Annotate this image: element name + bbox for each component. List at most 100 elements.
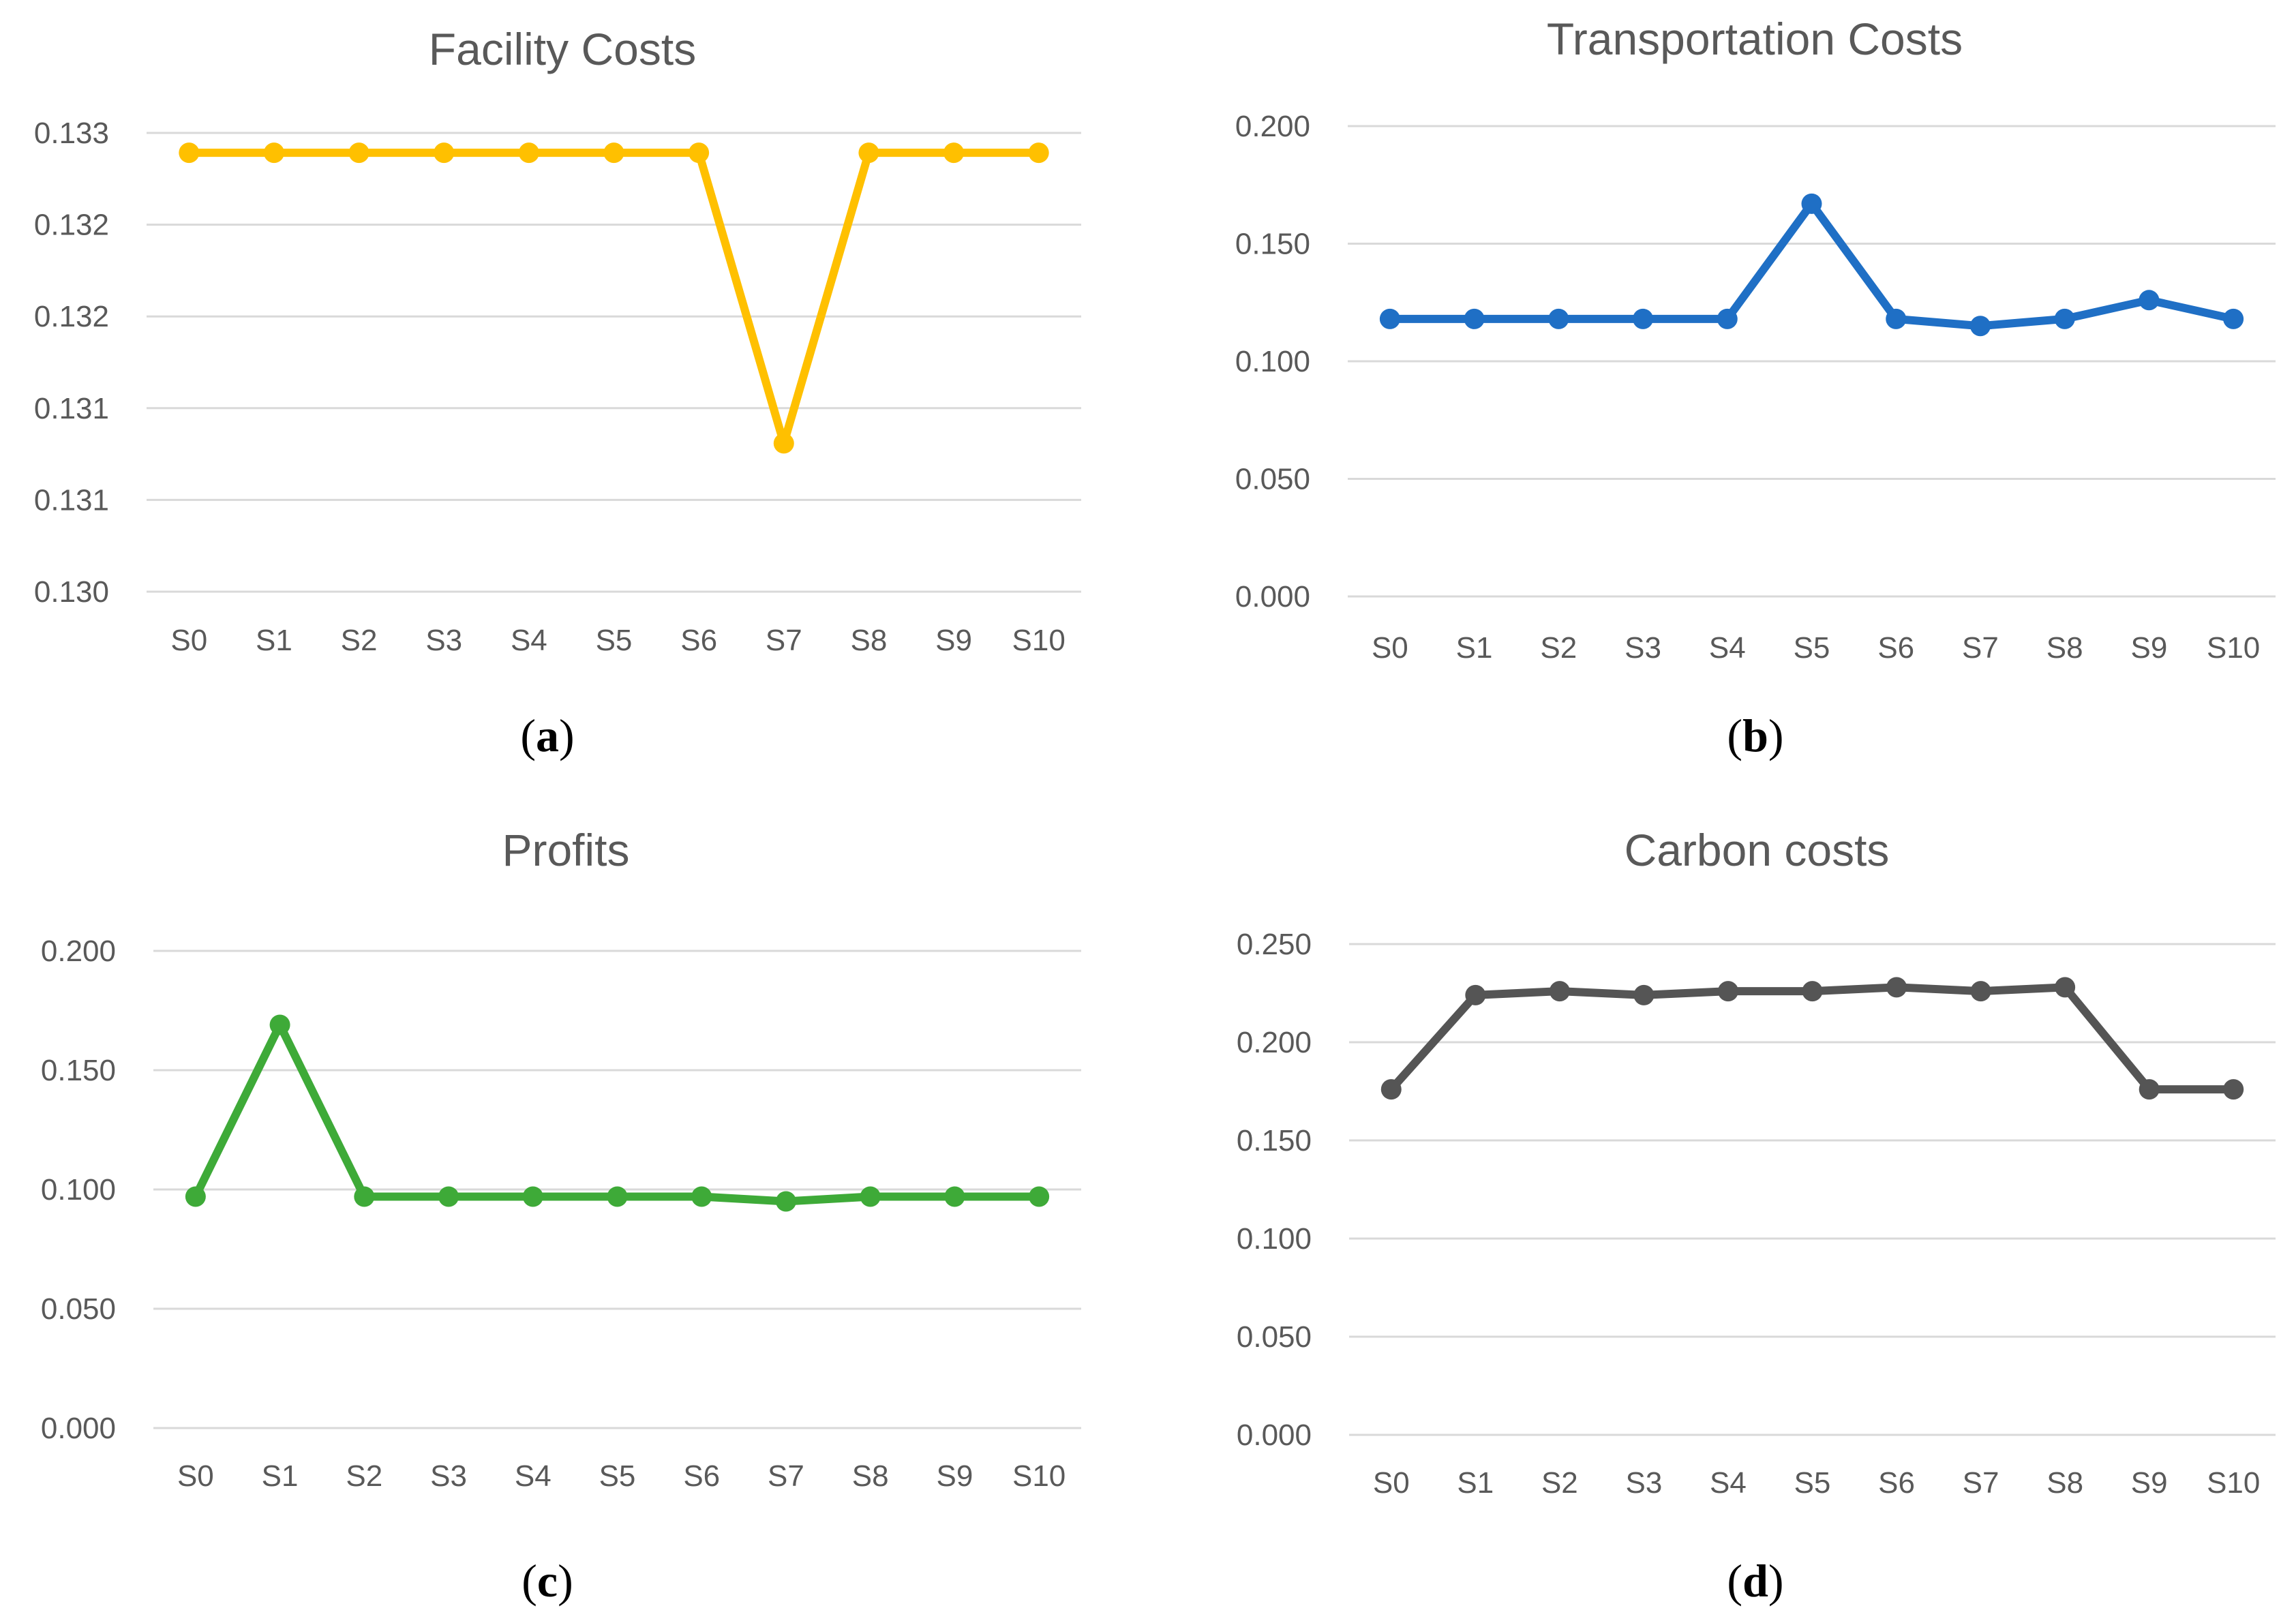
data-point — [1379, 308, 1400, 329]
data-point — [2055, 977, 2076, 998]
data-point — [2139, 1079, 2160, 1100]
data-point — [348, 142, 369, 164]
y-tick-label: 0.200 — [41, 935, 116, 968]
data-point — [691, 1186, 712, 1207]
data-point — [1970, 981, 1991, 1002]
chart-panel-c: Profits 0.000 0.050 0.100 0.150 0.200 S0 S1 S2 S3… — [0, 811, 1148, 1623]
x-tick-label: S5 — [599, 1459, 636, 1493]
data-point — [179, 142, 200, 164]
data-point — [1548, 308, 1569, 329]
x-tick-label: S3 — [425, 624, 462, 657]
y-tick-label: 0.050 — [41, 1292, 116, 1326]
y-tick-label: 0.000 — [1235, 580, 1310, 613]
data-point — [773, 433, 794, 454]
x-tick-label: S7 — [766, 624, 802, 657]
series-line — [1387, 983, 2238, 1094]
y-tick-label: 0.250 — [1237, 928, 1312, 961]
x-tick-label: S1 — [256, 624, 292, 657]
data-point — [1717, 981, 1738, 1002]
facility-costs-chart: Facility Costs 0.130 0.131 0.131 0.132 0.132 0… — [34, 24, 1081, 657]
panel-caption-d: (d) — [1727, 1555, 1784, 1607]
data-point — [1969, 316, 1991, 337]
x-tick-label: S3 — [1625, 1466, 1662, 1500]
profits-chart: Profits 0.000 0.050 0.100 0.150 0.200 S0 S1 S2 S3… — [41, 825, 1081, 1493]
data-point — [1886, 977, 1907, 998]
chart-panel-d: Carbon costs 0.000 0.050 0.100 0.150 0.200 0.2… — [1148, 811, 2296, 1623]
data-point — [1802, 981, 1823, 1002]
data-point — [438, 1186, 459, 1207]
x-tick-label: S0 — [177, 1459, 214, 1493]
x-tick-label: S4 — [515, 1459, 552, 1493]
x-tick-label: S0 — [1373, 1466, 1410, 1500]
y-tick-label: 0.000 — [41, 1412, 116, 1445]
data-point — [1886, 308, 1907, 329]
data-point — [2054, 308, 2075, 329]
y-tick-label: 0.150 — [1235, 228, 1310, 261]
x-tick-label: S5 — [1794, 1466, 1831, 1500]
panel-caption-c: (c) — [522, 1555, 573, 1607]
data-point — [1633, 984, 1655, 1005]
data-point — [1465, 984, 1486, 1005]
data-point — [1717, 308, 1738, 329]
data-point — [1549, 981, 1570, 1002]
data-point — [607, 1186, 628, 1207]
chart-panel-a: Facility Costs 0.130 0.131 0.131 0.132 0.132 0… — [0, 0, 1148, 811]
x-tick-label: S4 — [1710, 1466, 1747, 1500]
x-tick-label: S8 — [2046, 631, 2083, 665]
data-point — [518, 142, 539, 164]
y-tick-label: 0.133 — [34, 117, 109, 150]
data-point — [1380, 1079, 1402, 1100]
x-tick-label: S4 — [1709, 631, 1746, 665]
x-tick-label: S9 — [936, 1459, 973, 1493]
y-tick-label: 0.050 — [1237, 1320, 1312, 1354]
data-point — [263, 142, 284, 164]
x-tick-label: S1 — [262, 1459, 299, 1493]
x-tick-label: S3 — [430, 1459, 467, 1493]
data-point — [1464, 308, 1485, 329]
x-tick-label: S10 — [2207, 631, 2260, 665]
chart-title: Facility Costs — [429, 24, 696, 74]
x-tick-label: S2 — [1541, 1466, 1578, 1500]
data-point — [858, 142, 879, 164]
carbon-costs-chart: Carbon costs 0.000 0.050 0.100 0.150 0.200 0.2… — [1237, 825, 2276, 1500]
x-tick-label: S8 — [850, 624, 887, 657]
data-point — [522, 1186, 543, 1207]
y-tick-label: 0.050 — [1235, 463, 1310, 496]
y-tick-label: 0.100 — [1235, 345, 1310, 378]
panel-caption-a: (a) — [520, 710, 575, 761]
y-tick-label: 0.131 — [34, 392, 109, 425]
data-point — [860, 1186, 881, 1207]
y-tick-label: 0.150 — [41, 1054, 116, 1087]
chart-title: Transportation Costs — [1547, 14, 1963, 64]
x-tick-label: S1 — [1456, 631, 1493, 665]
y-tick-label: 0.200 — [1237, 1026, 1312, 1059]
transportation-costs-chart: Transportation Costs 0.000 0.050 0.100 0.150… — [1235, 14, 2276, 665]
y-tick-label: 0.130 — [34, 575, 109, 609]
x-tick-label: S0 — [1372, 631, 1408, 665]
series-line — [1385, 199, 2238, 331]
data-point — [354, 1186, 375, 1207]
x-tick-label: S9 — [2130, 631, 2167, 665]
series-line — [185, 149, 1043, 448]
data-point — [185, 1186, 206, 1207]
y-tick-label: 0.200 — [1235, 110, 1310, 143]
y-tick-label: 0.132 — [34, 300, 109, 333]
data-point — [943, 142, 965, 164]
panel-caption-b: (b) — [1727, 710, 1784, 761]
x-tick-label: S10 — [2207, 1466, 2260, 1500]
y-tick-label: 0.100 — [41, 1173, 116, 1207]
data-point — [434, 142, 455, 164]
y-tick-label: 0.131 — [34, 483, 109, 517]
x-tick-label: S5 — [1794, 631, 1830, 665]
x-tick-label: S2 — [1540, 631, 1577, 665]
x-tick-label: S6 — [683, 1459, 720, 1493]
chart-title: Profits — [502, 825, 629, 875]
x-tick-label: S6 — [680, 624, 717, 657]
data-point — [1633, 308, 1654, 329]
x-tick-label: S9 — [2131, 1466, 2168, 1500]
data-point — [269, 1014, 290, 1035]
x-tick-label: S7 — [1962, 631, 1999, 665]
x-tick-label: S10 — [1012, 1459, 1066, 1493]
data-point — [603, 142, 624, 164]
data-point — [775, 1191, 796, 1212]
